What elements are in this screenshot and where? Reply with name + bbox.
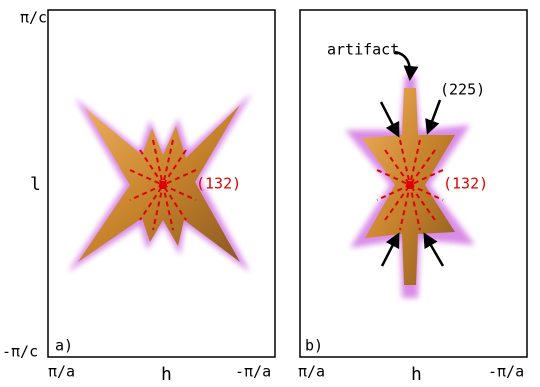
x-axis-label: h: [411, 364, 422, 385]
peak-marker: [406, 181, 414, 189]
peak-top-label: (225): [440, 81, 485, 99]
x-axis-label: h: [161, 364, 172, 385]
panel-label: a): [55, 337, 73, 355]
peak-label: (132): [443, 175, 488, 193]
peak-marker: [159, 181, 167, 189]
panel-label: b): [305, 337, 323, 355]
peak-label: (132): [196, 175, 241, 193]
y-bottom-label: -π/c: [2, 343, 38, 361]
x-right-label: -π/a: [235, 363, 271, 381]
x-right-label: -π/a: [488, 363, 524, 381]
panel-b: artifact (225) (132) b) π/a h -π/a: [298, 9, 528, 385]
arrows: [379, 50, 445, 267]
y-top-label: π/c: [20, 9, 47, 27]
panel-a: π/c l -π/c a) π/a h -π/a (132): [2, 9, 276, 385]
x-left-label: π/a: [48, 363, 75, 381]
x-left-label: π/a: [298, 363, 325, 381]
y-axis-label: l: [30, 174, 41, 195]
artifact-label: artifact: [327, 41, 399, 59]
